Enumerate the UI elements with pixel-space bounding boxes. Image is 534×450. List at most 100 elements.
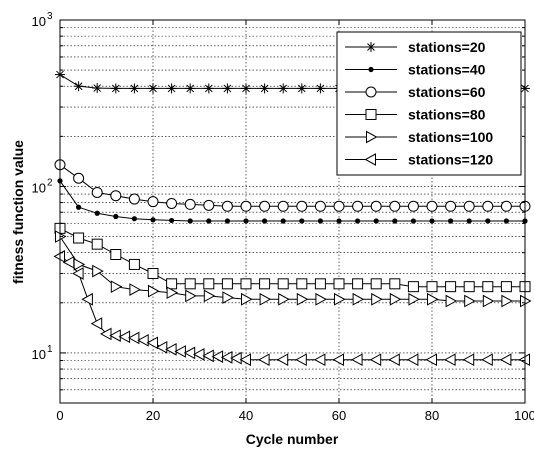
- legend-label: stations=20: [408, 39, 486, 55]
- x-tick-label: 40: [239, 408, 253, 423]
- x-tick-label: 0: [56, 408, 63, 423]
- data-point: [317, 218, 323, 224]
- data-point: [128, 193, 140, 205]
- y-tick-label: 10 1: [32, 344, 53, 362]
- y-tick-label: 10 2: [32, 177, 53, 195]
- data-point: [90, 317, 103, 330]
- data-point: [482, 281, 494, 293]
- data-point: [429, 218, 435, 224]
- data-point: [389, 200, 401, 212]
- data-point: [406, 353, 419, 367]
- x-tick-label: 60: [332, 408, 346, 423]
- data-point: [129, 83, 140, 94]
- data-point: [352, 200, 364, 212]
- plot-frame: [59, 19, 526, 404]
- data-point: [206, 218, 212, 224]
- data-point: [445, 294, 458, 308]
- data-point: [313, 353, 326, 367]
- legend-item: stations=20: [345, 39, 486, 55]
- data-point: [463, 200, 475, 212]
- data-point: [174, 345, 186, 358]
- data-point: [109, 329, 121, 342]
- data-point: [334, 292, 346, 306]
- y-tick-base: 10: [32, 14, 46, 29]
- data-point: [369, 353, 382, 367]
- data-point: [110, 280, 123, 294]
- data-point: [336, 218, 342, 224]
- data-point: [352, 278, 364, 290]
- data-point: [500, 281, 512, 293]
- data-point: [166, 197, 178, 209]
- x-tick-labels: 0 20 40 60 80 100: [56, 408, 534, 423]
- data-point: [407, 281, 419, 293]
- data-point: [389, 278, 401, 290]
- x-tick-label: 80: [425, 408, 439, 423]
- data-point: [240, 200, 252, 212]
- data-point: [222, 291, 234, 304]
- data-point: [222, 83, 233, 94]
- data-point: [169, 217, 175, 224]
- data-point: [259, 292, 272, 306]
- data-point: [355, 218, 361, 224]
- series-stations=40: [57, 178, 528, 224]
- data-point: [203, 278, 215, 290]
- data-point: [91, 186, 103, 198]
- data-point: [314, 200, 326, 212]
- data-point: [262, 218, 268, 224]
- legend-item: stations=120: [345, 152, 493, 168]
- data-point: [365, 109, 377, 120]
- data-point: [110, 83, 121, 94]
- data-point: [445, 200, 457, 212]
- ticks: [59, 19, 526, 404]
- data-point: [259, 200, 271, 212]
- y-tick-exponent: 3: [47, 11, 53, 22]
- data-point: [388, 353, 400, 367]
- data-point: [315, 83, 326, 94]
- data-point: [462, 353, 475, 367]
- data-point: [444, 353, 456, 367]
- data-point: [73, 81, 84, 92]
- data-point: [165, 343, 177, 356]
- data-point: [150, 217, 156, 223]
- data-point: [352, 292, 365, 306]
- data-point: [241, 83, 251, 94]
- data-point: [230, 351, 242, 365]
- legend-item: stations=60: [345, 84, 486, 100]
- data-point: [148, 284, 160, 298]
- data-point: [72, 267, 84, 280]
- data-point: [185, 289, 197, 303]
- y-axis-label: fitness function value: [10, 140, 26, 284]
- data-point: [155, 340, 168, 354]
- data-point: [482, 294, 495, 308]
- data-point: [500, 200, 512, 212]
- data-point: [243, 218, 249, 224]
- data-point: [463, 281, 475, 293]
- data-point: [187, 218, 193, 224]
- data-point: [192, 348, 205, 361]
- legend-item: stations=100: [345, 129, 493, 145]
- data-point: [166, 83, 177, 94]
- data-point: [389, 292, 402, 306]
- data-point: [127, 331, 140, 345]
- data-point: [296, 278, 308, 290]
- data-point: [426, 200, 438, 212]
- data-point: [131, 216, 137, 222]
- x-axis-label: Cycle number: [246, 431, 339, 447]
- data-point: [259, 83, 270, 94]
- data-point: [203, 199, 215, 211]
- data-point: [481, 353, 493, 367]
- data-point: [427, 292, 439, 306]
- legend-label: stations=60: [408, 84, 486, 100]
- data-point: [408, 292, 420, 306]
- data-point: [147, 196, 159, 208]
- y-tick-exponent: 2: [47, 177, 53, 188]
- data-point: [333, 278, 345, 290]
- data-point: [299, 218, 305, 224]
- data-point: [203, 289, 216, 303]
- data-point: [239, 353, 251, 367]
- data-point: [503, 218, 509, 224]
- data-point: [91, 238, 103, 250]
- data-point: [240, 278, 252, 290]
- data-point: [277, 200, 289, 212]
